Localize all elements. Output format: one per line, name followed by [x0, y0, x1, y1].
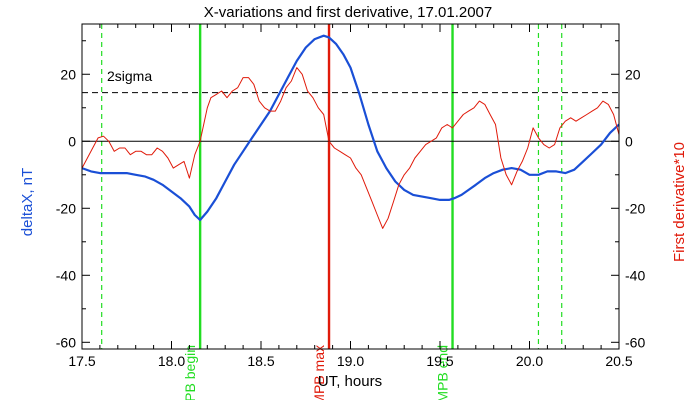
y-tick-label-left: 0	[68, 133, 76, 149]
y-tick-label-left: -60	[56, 334, 76, 350]
y-axis-label-left: deltaX, nT	[19, 168, 36, 236]
y-tick-label-left: -40	[56, 267, 76, 283]
series-line-derivative	[81, 67, 620, 229]
y-tick-label-right: 20	[625, 66, 641, 82]
marker-label-mpb-end: MPB end	[435, 345, 451, 400]
x-tick-label: 18.5	[247, 353, 274, 369]
threshold-label: 2sigma	[107, 68, 152, 84]
y-tick-label-right: -20	[625, 200, 645, 216]
y-tick-label-right: 0	[625, 133, 633, 149]
x-tick-label: 20.0	[516, 353, 543, 369]
series-line-deltax	[81, 34, 620, 222]
x-tick-label: 19.0	[337, 353, 364, 369]
marker-label-mpb-max: MPB max	[311, 345, 327, 400]
axis-ticks	[81, 24, 620, 349]
y-tick-label-left: -20	[56, 200, 76, 216]
marker-layer: MPB begin MPB max MPB end	[101, 24, 563, 400]
y-tick-label-right: -40	[625, 267, 645, 283]
x-tick-label: 20.5	[605, 353, 632, 369]
y-tick-label-left: 20	[60, 66, 76, 82]
y-axis-label-right: First derivative*10	[671, 142, 688, 262]
x-axis-label: UT, hours	[318, 373, 382, 390]
x-tick-label: 17.5	[68, 353, 95, 369]
series-layer	[81, 34, 620, 229]
tick-labels: 17.5 18.0 18.5 19.0 19.5 20.0 20.5 -60 -60 -40 -40…	[56, 66, 646, 369]
x-tick-label: 18.0	[158, 353, 185, 369]
marker-label-mpb-begin: MPB begin	[182, 345, 198, 400]
x-tick-label: 19.5	[426, 353, 453, 369]
chart-title: X-variations and first derivative, 17.01…	[204, 4, 493, 21]
y-tick-label-right: -60	[625, 334, 645, 350]
